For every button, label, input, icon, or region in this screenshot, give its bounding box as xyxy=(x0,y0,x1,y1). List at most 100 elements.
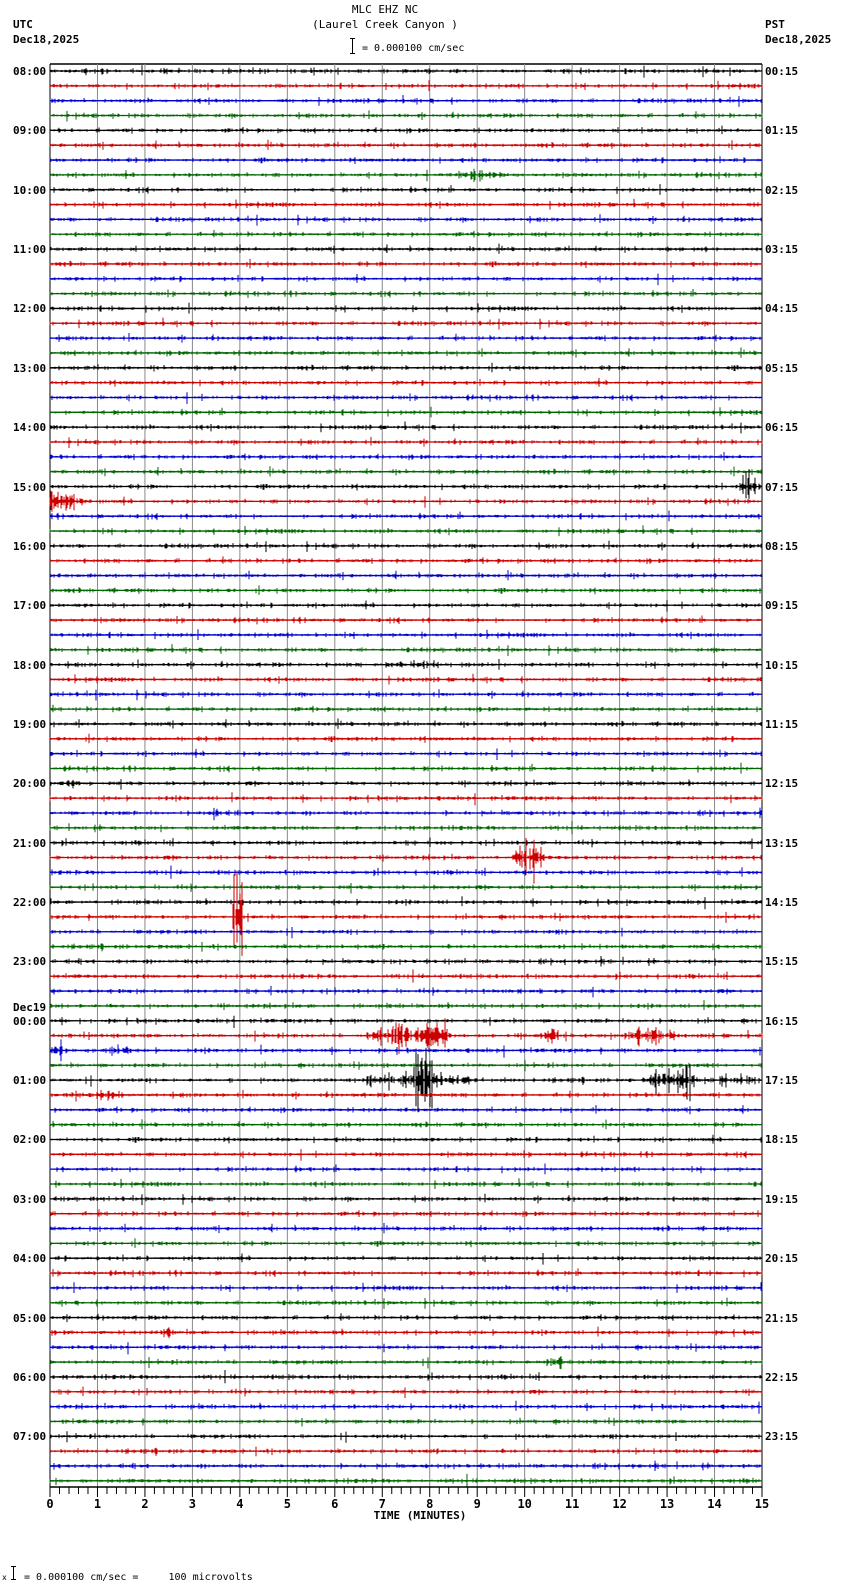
seismic-trace xyxy=(49,80,763,91)
seismic-trace xyxy=(49,629,763,640)
seismic-trace xyxy=(49,1000,763,1010)
seismic-trace xyxy=(49,1015,763,1028)
seismic-trace xyxy=(49,779,763,790)
seismic-trace xyxy=(49,510,763,522)
seismic-trace xyxy=(50,1060,763,1072)
utc-hour-label: 11:00 xyxy=(13,243,47,257)
pst-hour-label: 10:15 xyxy=(765,658,799,672)
seismic-trace xyxy=(49,762,763,774)
pst-hour-label: 18:15 xyxy=(765,1133,799,1147)
utc-hour-label: 05:00 xyxy=(13,1311,47,1325)
pst-hour-label: 17:15 xyxy=(765,1074,799,1088)
x-tick-label: 2 xyxy=(141,1497,148,1511)
seismic-trace xyxy=(49,302,763,314)
x-tick-label: 0 xyxy=(46,1497,53,1511)
seismic-trace xyxy=(49,469,763,499)
pst-hour-label: 05:15 xyxy=(765,361,799,375)
seismic-trace xyxy=(49,821,763,835)
footer-scale-bar-icon xyxy=(11,1566,16,1580)
seismic-trace xyxy=(49,1238,763,1248)
right-date: Dec18,2025 xyxy=(765,33,832,46)
seismic-trace xyxy=(49,125,763,135)
seismic-trace xyxy=(49,838,763,884)
pst-hour-label: 12:15 xyxy=(765,777,799,791)
seismic-trace xyxy=(49,871,763,956)
seismic-trace xyxy=(49,1119,763,1130)
seismic-trace xyxy=(49,289,762,298)
utc-hour-label: 00:00 xyxy=(13,1014,47,1028)
scale-bar-icon xyxy=(350,38,355,54)
pst-hour-label: 13:15 xyxy=(765,836,799,850)
seismic-trace xyxy=(49,347,763,358)
seismic-trace xyxy=(49,1039,763,1062)
pst-hour-label: 20:15 xyxy=(765,1252,799,1266)
seismic-trace xyxy=(49,198,763,210)
seismic-trace xyxy=(49,1268,763,1278)
pst-hour-label: 04:15 xyxy=(765,302,799,316)
footer-scale-text: = 0.000100 cm/sec = 100 microvolts xyxy=(24,1572,253,1583)
x-tick-label: 3 xyxy=(189,1497,196,1511)
seismic-trace xyxy=(49,65,763,78)
seismic-trace xyxy=(49,1417,763,1427)
x-tick-label: 8 xyxy=(426,1497,433,1511)
seismic-trace xyxy=(49,673,763,685)
seismic-trace xyxy=(49,110,763,122)
pst-hour-label: 08:15 xyxy=(765,539,799,553)
seismic-trace xyxy=(49,1386,763,1398)
seismic-trace xyxy=(49,985,763,998)
x-tick-label: 13 xyxy=(660,1497,674,1511)
utc-hour-label: 06:00 xyxy=(13,1370,47,1384)
left-date: Dec18,2025 xyxy=(13,33,80,46)
seismic-trace xyxy=(49,1356,763,1370)
utc-hour-label: 08:00 xyxy=(13,65,47,78)
seismic-trace xyxy=(49,1282,763,1293)
seismic-trace xyxy=(49,927,763,939)
seismic-trace xyxy=(50,689,763,701)
seismic-trace xyxy=(49,1134,763,1144)
pst-hour-label: 19:15 xyxy=(765,1192,799,1206)
seismic-trace xyxy=(49,156,763,164)
utc-hour-label: 14:00 xyxy=(13,421,47,435)
utc-hour-label: 10:00 xyxy=(13,183,47,197)
utc-hour-label: 19:00 xyxy=(13,717,47,731)
seismic-trace xyxy=(49,1313,763,1323)
utc-hour-label: 23:00 xyxy=(13,955,47,969)
seismic-trace xyxy=(49,139,763,150)
seismic-trace xyxy=(49,1460,763,1471)
right-timezone: PST xyxy=(765,18,785,31)
seismic-trace xyxy=(49,1049,763,1113)
utc-hour-label: 04:00 xyxy=(13,1252,47,1266)
seismic-trace xyxy=(49,377,763,387)
seismic-trace xyxy=(49,95,762,107)
seismic-trace xyxy=(49,466,762,477)
date-change-label: Dec19 xyxy=(13,1000,47,1014)
station-location: (Laurel Creek Canyon ) xyxy=(312,18,458,31)
seismic-trace xyxy=(49,406,763,418)
pst-hour-label: 06:15 xyxy=(765,421,799,435)
utc-hour-label: 16:00 xyxy=(13,539,47,553)
seismic-trace xyxy=(49,704,763,713)
seismic-trace xyxy=(49,184,763,195)
utc-hour-label: 09:00 xyxy=(13,124,47,138)
x-tick-label: 5 xyxy=(284,1497,291,1511)
seismic-trace xyxy=(49,1326,763,1339)
scale-text: = 0.000100 cm/sec xyxy=(362,43,465,54)
seismic-trace xyxy=(49,525,763,537)
seismic-trace xyxy=(49,718,763,729)
x-axis-label: TIME (MINUTES) xyxy=(373,1509,467,1522)
utc-hour-label: 02:00 xyxy=(13,1133,47,1147)
left-timezone: UTC xyxy=(13,18,33,31)
utc-hour-label: 07:00 xyxy=(13,1430,47,1444)
pst-hour-label: 00:15 xyxy=(765,65,799,78)
seismic-trace xyxy=(49,1209,763,1218)
seismic-trace xyxy=(49,942,763,952)
pst-hour-label: 01:15 xyxy=(765,124,799,138)
seismic-trace xyxy=(49,1178,763,1189)
seismic-trace xyxy=(49,1431,763,1443)
seismic-trace xyxy=(49,258,763,269)
seismic-trace xyxy=(49,792,763,806)
seismic-trace xyxy=(49,1473,763,1488)
pst-hour-label: 15:15 xyxy=(765,955,799,969)
seismic-trace xyxy=(49,1400,763,1414)
